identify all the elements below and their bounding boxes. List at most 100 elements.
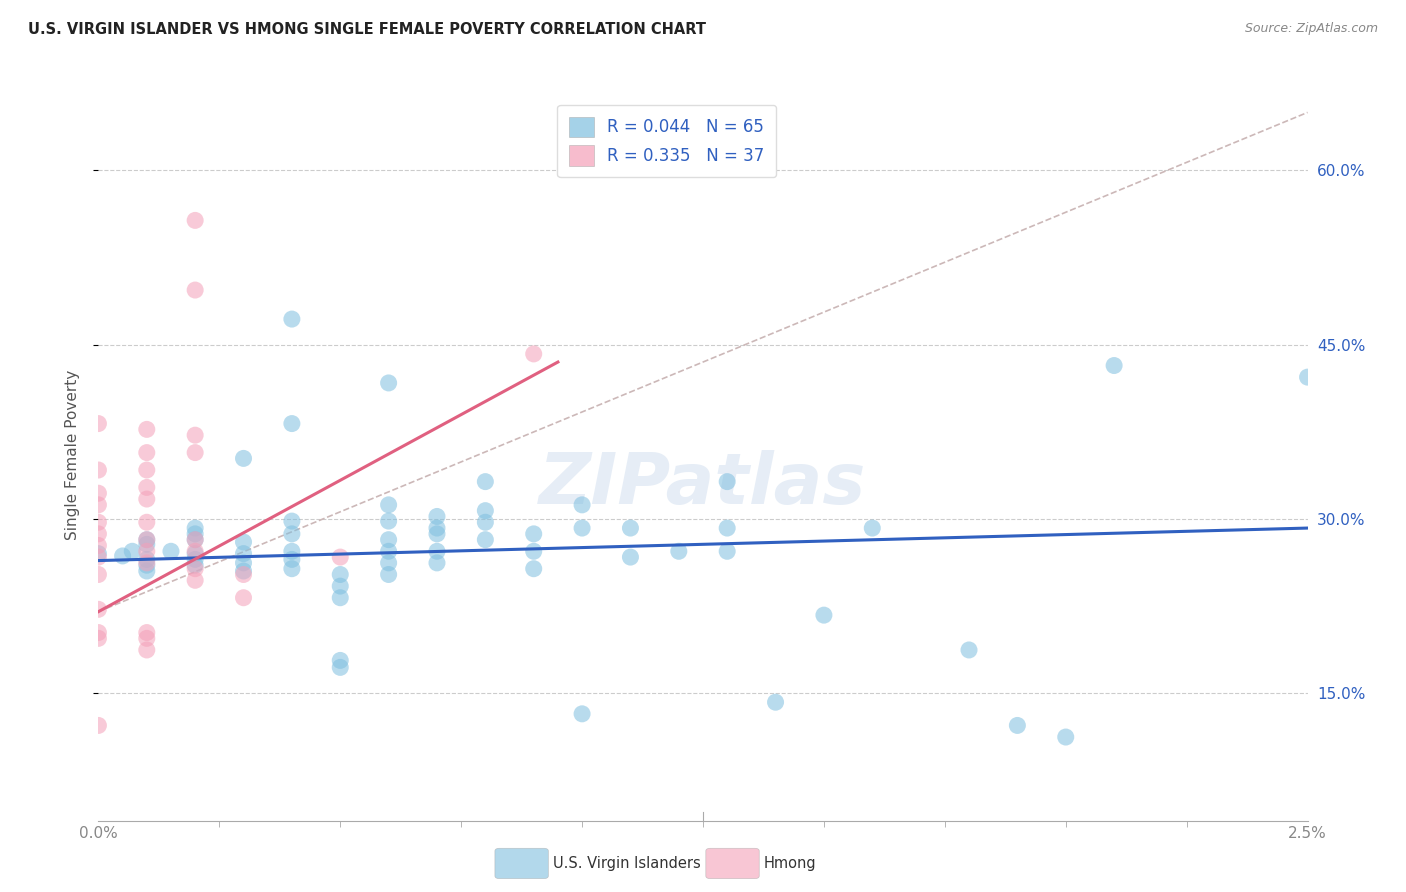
Point (426, 509, 449, 524)
Point (329, 653, 352, 667)
Point (1054, 730, 1077, 744)
Point (87, 527, 110, 541)
Point (765, 695, 787, 709)
Point (716, 475, 738, 489)
Y-axis label: Single Female Poverty: Single Female Poverty (65, 370, 80, 540)
Point (184, 527, 207, 541)
Point (184, 428, 207, 442)
Point (619, 550, 641, 565)
Point (426, 527, 449, 541)
Point (135, 552, 157, 566)
Point (135, 625, 157, 640)
Point (377, 376, 399, 390)
Point (232, 451, 254, 466)
Point (184, 521, 207, 535)
Point (232, 567, 254, 582)
Point (135, 445, 157, 459)
Point (184, 552, 207, 566)
Text: U.S. Virgin Islanders: U.S. Virgin Islanders (553, 856, 700, 871)
Point (281, 417, 304, 431)
Point (232, 547, 254, 561)
Point (426, 521, 449, 535)
Point (523, 544, 546, 558)
Point (668, 544, 690, 558)
Legend: R = 0.044   N = 65, R = 0.335   N = 37: R = 0.044 N = 65, R = 0.335 N = 37 (557, 105, 776, 178)
Point (184, 547, 207, 561)
Point (184, 533, 207, 547)
Point (232, 556, 254, 570)
Point (184, 533, 207, 547)
Text: Source: ZipAtlas.com: Source: ZipAtlas.com (1244, 22, 1378, 36)
Point (329, 550, 352, 565)
Point (232, 535, 254, 549)
Point (329, 591, 352, 605)
Point (813, 608, 835, 623)
Point (87, 602, 110, 616)
Point (377, 556, 399, 570)
Text: ZIPatlas: ZIPatlas (540, 450, 866, 518)
Point (523, 562, 546, 576)
Point (281, 552, 304, 566)
Point (135, 491, 157, 506)
Point (377, 498, 399, 512)
Point (329, 579, 352, 593)
Point (87, 625, 110, 640)
Point (87, 550, 110, 565)
Point (523, 527, 546, 541)
Point (1102, 359, 1125, 373)
Point (121, 544, 143, 558)
Point (474, 533, 496, 547)
Point (135, 632, 157, 646)
Point (1007, 718, 1029, 732)
Point (135, 556, 157, 570)
Point (87, 486, 110, 500)
Point (426, 544, 449, 558)
Point (87, 539, 110, 553)
Point (329, 567, 352, 582)
Point (135, 643, 157, 657)
Point (135, 537, 157, 551)
Text: U.S. VIRGIN ISLANDER VS HMONG SINGLE FEMALE POVERTY CORRELATION CHART: U.S. VIRGIN ISLANDER VS HMONG SINGLE FEM… (28, 22, 706, 37)
Point (184, 574, 207, 588)
Point (135, 544, 157, 558)
Point (87, 718, 110, 732)
Point (232, 591, 254, 605)
Point (135, 480, 157, 494)
Point (474, 515, 496, 529)
Point (135, 564, 157, 578)
Point (87, 417, 110, 431)
Point (87, 515, 110, 529)
Text: Hmong: Hmong (763, 856, 815, 871)
Point (87, 498, 110, 512)
Point (160, 544, 183, 558)
Point (135, 463, 157, 477)
Point (135, 558, 157, 573)
Point (571, 521, 593, 535)
Point (232, 564, 254, 578)
Point (716, 544, 738, 558)
Point (111, 549, 134, 563)
Point (619, 521, 641, 535)
Point (1296, 370, 1319, 384)
Point (474, 503, 496, 517)
Point (184, 558, 207, 573)
Point (281, 312, 304, 326)
Point (87, 463, 110, 477)
Point (184, 283, 207, 297)
Point (957, 643, 980, 657)
Point (426, 556, 449, 570)
Point (135, 533, 157, 547)
Point (184, 562, 207, 576)
Point (329, 660, 352, 674)
Point (716, 521, 738, 535)
Point (184, 213, 207, 227)
Point (377, 533, 399, 547)
Point (184, 544, 207, 558)
Point (87, 567, 110, 582)
Point (281, 562, 304, 576)
Point (281, 514, 304, 528)
Point (135, 422, 157, 436)
Point (135, 533, 157, 547)
Point (377, 567, 399, 582)
Point (474, 475, 496, 489)
